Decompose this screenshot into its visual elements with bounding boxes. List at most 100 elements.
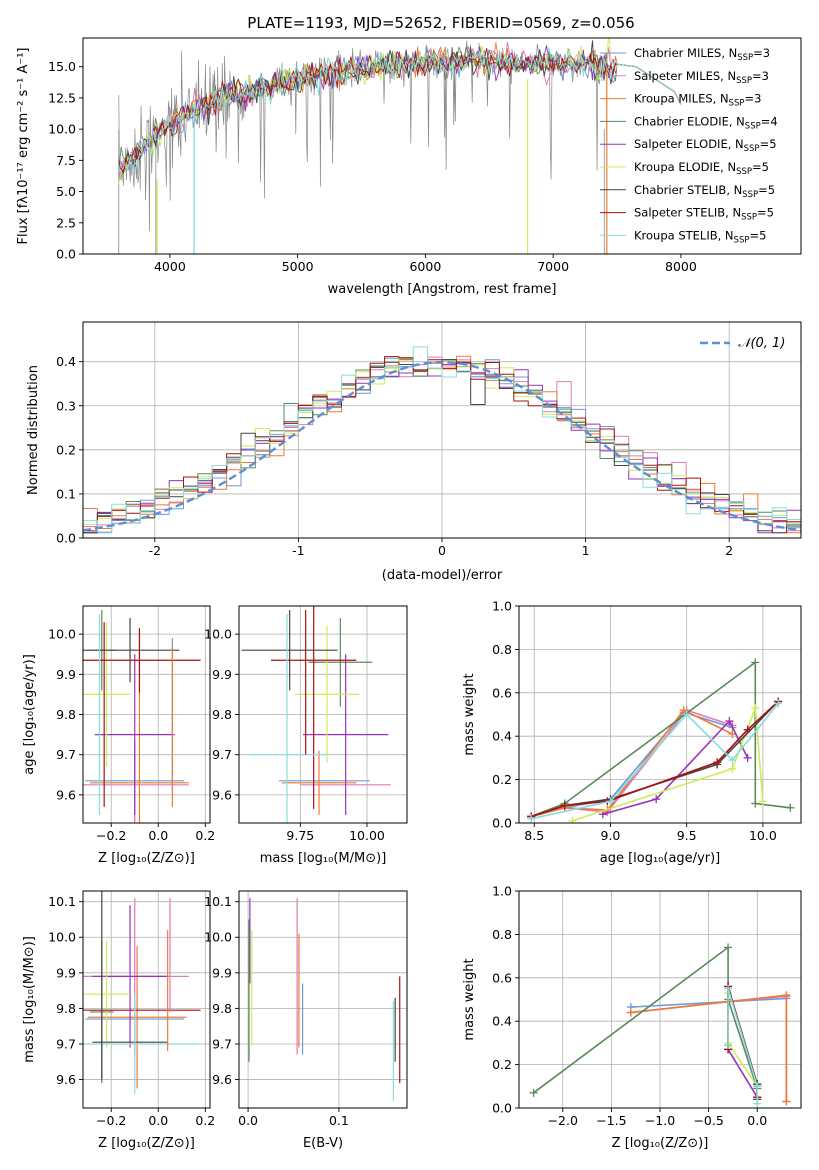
x-tick-label: 2 — [725, 543, 733, 558]
y-tick-label: 0.8 — [492, 642, 512, 657]
plot-area — [83, 891, 201, 1094]
y-tick-label: 0.2 — [492, 1057, 512, 1072]
plot-area — [241, 606, 391, 823]
y-tick-label: 1.0 — [492, 599, 512, 614]
x-tick-label: -1 — [292, 543, 304, 558]
weight-line-chabrier_elodie — [533, 946, 759, 1098]
legend-entry-subscript: SSP — [734, 235, 750, 245]
weight-line-kroupa_elodie — [572, 707, 764, 822]
weight-vs-metallicity-panel: −2.0 −1.5 −1.0 −0.5 0.0 0.0 0.2 0.4 0.6 0.8 1.0 Z [… — [462, 884, 802, 1151]
x-axis-label: Z [log₁₀(Z/Z⊙)] — [98, 1136, 195, 1151]
y-tick-label: 9.8 — [212, 707, 232, 722]
legend-entry-subscript: SSP — [745, 121, 761, 131]
x-tick-label: 8000 — [665, 259, 697, 274]
x-tick-label: 5000 — [282, 259, 314, 274]
legend-entry-subscript: SSP — [736, 76, 752, 86]
y-tick-label: 0.2 — [56, 442, 76, 457]
x-axis-label: mass [log₁₀(M/M⊙)] — [260, 851, 387, 866]
y-tick-label: 12.5 — [48, 90, 76, 105]
x-tick-label: 6000 — [409, 259, 441, 274]
legend-entry-text: Salpeter MILES, N — [634, 69, 736, 83]
y-axis-label: mass [log₁₀(M/M⊙)] — [22, 936, 37, 1063]
legend-entry: Salpeter STELIB, NSSP=5 — [634, 206, 774, 223]
y-axis-label: age [log₁₀(age/yr)] — [22, 654, 37, 775]
figure-title: PLATE=1193, MJD=52652, FIBERID=0569, z=0… — [247, 14, 634, 32]
y-tick-label: 2.5 — [56, 215, 76, 230]
legend-entry: Chabrier ELODIE, NSSP=4 — [634, 114, 778, 131]
y-tick-label: 7.5 — [56, 153, 76, 168]
legend-entry: Chabrier STELIB, NSSP=5 — [634, 183, 775, 200]
x-tick-label: −2.0 — [548, 1113, 578, 1128]
x-axis-label: (data-model)/error — [382, 568, 503, 583]
plot-area — [527, 658, 795, 823]
legend-entry-text: Kroupa ELODIE, N — [634, 160, 736, 174]
y-tick-label: 9.8 — [56, 1001, 76, 1016]
x-tick-label: 9.0 — [601, 828, 621, 843]
legend-entry: Salpeter MILES, NSSP=3 — [634, 69, 769, 86]
mass-vs-metallicity-panel: −0.2 0.0 0.2 9.6 9.7 9.8 9.9 10.0 10.1 Z [log₁₀(Z… — [22, 890, 215, 1151]
axes-frame — [238, 890, 408, 1109]
axes-frame — [518, 605, 802, 824]
y-tick-label: 0.2 — [492, 772, 512, 787]
legend-entry-subscript: SSP — [729, 99, 745, 109]
residual-histogram-panel: -2 -1 0 1 2 0.0 0.1 0.2 0.3 0.4 (data-model)/error… — [26, 321, 802, 583]
legend-entry: Kroupa MILES, NSSP=3 — [634, 92, 761, 109]
age-vs-metallicity-panel: −0.2 0.0 0.2 9.6 9.7 9.8 9.9 10.0 Z [log₁₀(Z/Z⊙)… — [22, 605, 215, 866]
legend-entry-subscript: SSP — [737, 53, 753, 63]
y-tick-label: 5.0 — [56, 184, 76, 199]
legend-entry-subscript: SSP — [742, 190, 758, 200]
legend-entry-text: Kroupa MILES, N — [634, 92, 729, 106]
x-tick-label: −0.2 — [96, 1113, 126, 1128]
x-tick-label: −1.0 — [645, 1113, 675, 1128]
age-vs-mass-panel: 9.75 10.00 9.6 9.7 9.8 9.9 10.0 mass [log₁₀(M/M… — [204, 605, 408, 866]
x-tick-label: 0.0 — [238, 1113, 258, 1128]
x-tick-label: 4000 — [154, 259, 186, 274]
x-tick-label: −1.5 — [596, 1113, 626, 1128]
y-tick-label: 9.6 — [212, 1072, 232, 1087]
x-tick-label: 0 — [438, 543, 446, 558]
histogram-step-kroupa_stelib — [83, 346, 801, 534]
legend-entry-count: =5 — [757, 206, 774, 220]
model-spectrum-kroupa_stelib — [118, 47, 682, 173]
legend-entry-subscript: SSP — [741, 213, 757, 223]
legend-entry-text: Chabrier STELIB, N — [634, 183, 742, 197]
y-tick-label: 10.0 — [48, 627, 76, 642]
y-tick-label: 10.1 — [48, 894, 76, 909]
model-spectrum-salpeter_stelib — [118, 47, 682, 173]
legend-entry-text: Chabrier MILES, N — [634, 46, 737, 60]
x-tick-label: 0.0 — [747, 1113, 767, 1128]
y-tick-label: 9.9 — [212, 965, 232, 980]
y-tick-label: 9.6 — [56, 1072, 76, 1087]
y-tick-label: 0.8 — [492, 927, 512, 942]
y-tick-label: 9.8 — [56, 707, 76, 722]
x-tick-label: 0.0 — [148, 828, 168, 843]
y-tick-label: 0.4 — [492, 729, 512, 744]
legend-entry: Kroupa ELODIE, NSSP=5 — [634, 160, 769, 177]
plot-area — [83, 610, 201, 823]
y-tick-label: 10.1 — [204, 894, 232, 909]
y-tick-label: 10.0 — [48, 930, 76, 945]
y-axis-label: Normed distribution — [26, 365, 41, 495]
x-axis-label: Z [log₁₀(Z/Z⊙)] — [612, 1136, 709, 1151]
y-tick-label: 9.7 — [212, 747, 232, 762]
normal-curve — [83, 360, 801, 532]
x-tick-label: 0.1 — [329, 1113, 349, 1128]
legend-entry-count: =5 — [749, 228, 766, 242]
mass-vs-ebv-panel: 0.0 0.1 9.6 9.7 9.8 9.9 10.0 10.1 E(B-V) — [204, 890, 408, 1151]
x-tick-label: −0.2 — [96, 828, 126, 843]
legend-entry-count: =5 — [760, 137, 777, 151]
weight-line-kroupa_stelib — [727, 987, 759, 1104]
x-tick-label: 10.0 — [749, 828, 777, 843]
y-tick-label: 10.0 — [204, 930, 232, 945]
y-tick-label: 0.1 — [56, 486, 76, 501]
x-tick-label: 8.5 — [524, 828, 544, 843]
legend-entry: Chabrier MILES, NSSP=3 — [634, 46, 770, 63]
y-tick-label: 10.0 — [48, 122, 76, 137]
legend-entry-count: =3 — [752, 69, 769, 83]
weight-line-salpeter_elodie — [602, 720, 749, 816]
x-tick-label: 1 — [582, 543, 590, 558]
legend-entry: Salpeter ELODIE, NSSP=5 — [634, 137, 777, 154]
y-tick-label: 9.9 — [56, 667, 76, 682]
